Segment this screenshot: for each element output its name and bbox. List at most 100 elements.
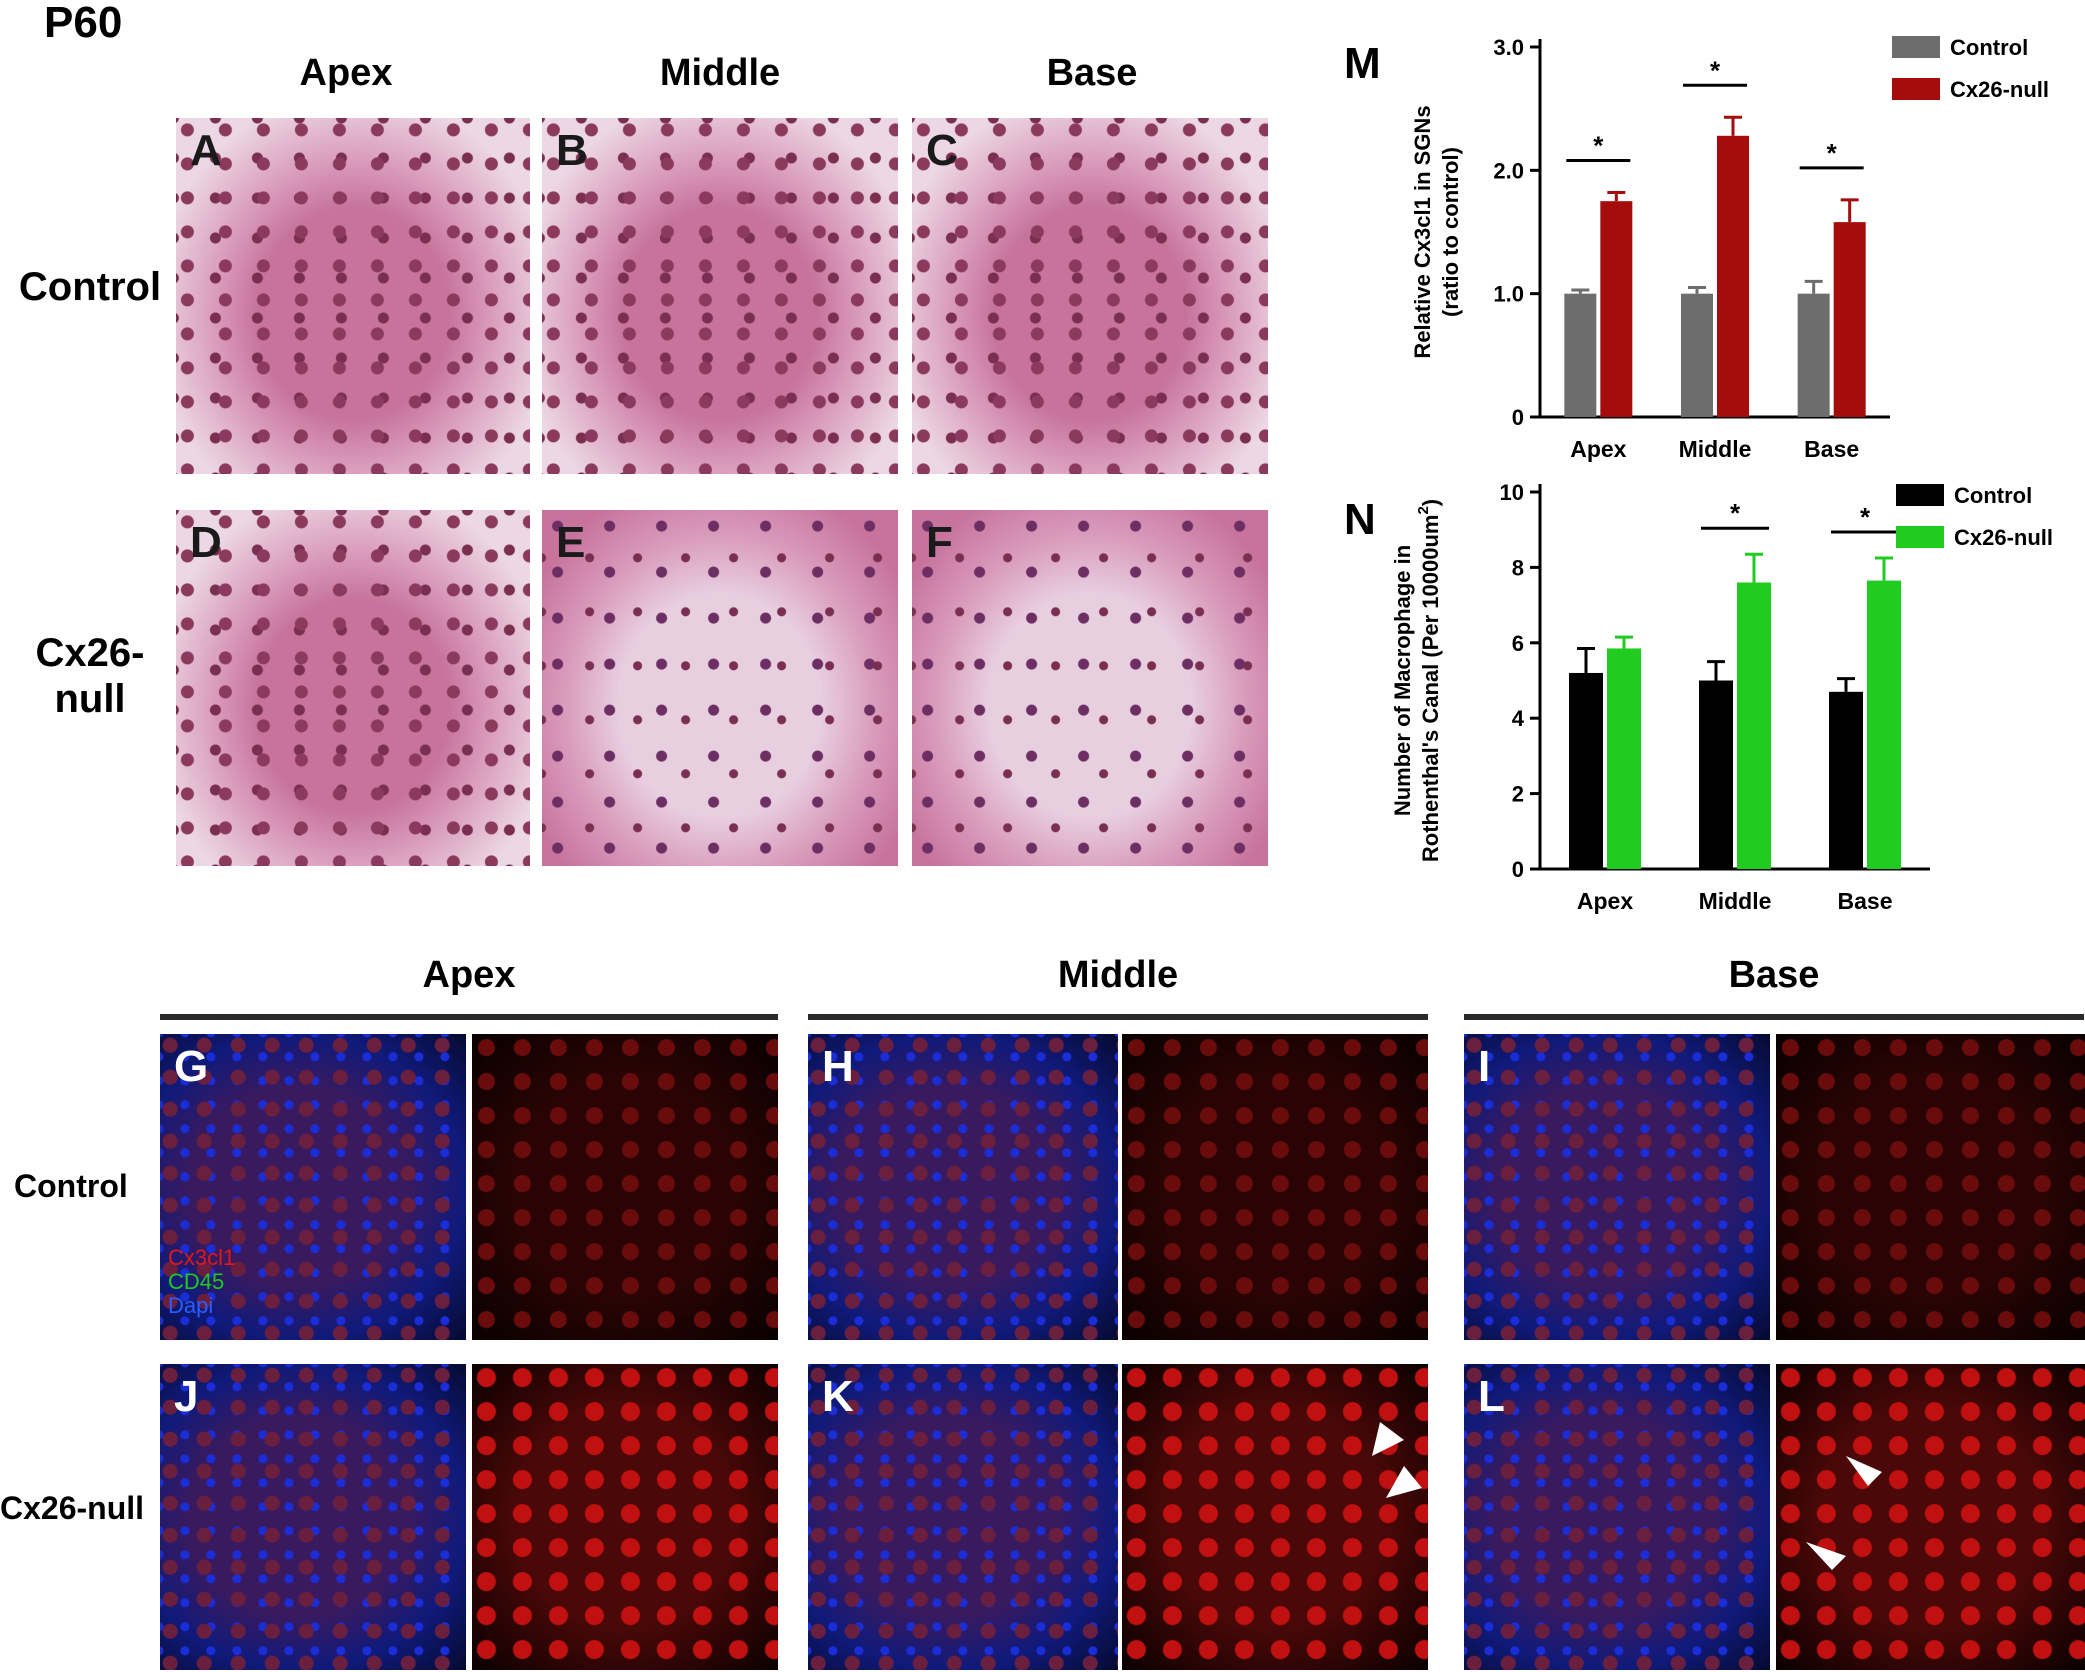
y-axis-label-line: Relative Cx3cl1 in SGNs [1410, 105, 1435, 358]
if-panel-i-red [1776, 1034, 2085, 1340]
y-tick-label: 6 [1512, 631, 1524, 656]
bar [1699, 680, 1733, 869]
y-tick-label: 8 [1512, 555, 1524, 580]
bar [1717, 135, 1749, 418]
significance-star: * [1827, 138, 1838, 168]
legend-swatch [1892, 78, 1940, 100]
he-row-control: Control [18, 265, 162, 309]
if-panel-j-merge: J [160, 1364, 466, 1670]
y-tick-label: 1.0 [1493, 282, 1524, 307]
he-column-apex: Apex [299, 52, 393, 94]
bar [1681, 293, 1713, 417]
panel-letter: F [926, 518, 953, 567]
panel-letter: G [174, 1042, 209, 1091]
y-tick-label: 10 [1500, 480, 1524, 505]
y-tick-label: 2 [1512, 782, 1524, 807]
panel-letter: I [1478, 1042, 1491, 1091]
y-tick-label: 4 [1512, 706, 1525, 731]
legend-swatch [1896, 484, 1944, 506]
x-tick-label: Middle [1699, 888, 1772, 914]
y-tick-label: 0 [1512, 405, 1524, 430]
arrowhead-icon [1372, 1422, 1404, 1456]
y-axis-label-line: Number of Macrophage in [1390, 545, 1415, 816]
y-axis-label-line: Rothenthal's Canal (Per 10000um [1418, 515, 1443, 863]
if-panel-j-red [472, 1364, 778, 1670]
legend-label: Control [1954, 483, 2032, 508]
y-tick-label: 0 [1512, 857, 1524, 882]
bar [1737, 582, 1771, 869]
y-axis-label: Number of Macrophage in Rothenthal's Cana… [1390, 499, 1443, 862]
he-panel-d: D [176, 510, 530, 866]
if-row-control: Control [14, 1168, 128, 1204]
divider-base [1464, 1014, 2084, 1020]
if-panel-k-red [1122, 1364, 1428, 1670]
arrowhead-icon [1846, 1456, 1882, 1486]
he-panel-e: E [542, 510, 898, 866]
if-panel-i-merge: I [1464, 1034, 1770, 1340]
significance-star: * [1730, 498, 1741, 528]
bar [1569, 672, 1603, 869]
he-panel-f: F [912, 510, 1268, 866]
stain-cd45: CD45 [168, 1269, 225, 1295]
y-tick-label: 2.0 [1493, 158, 1524, 183]
if-panel-h-merge: H [808, 1034, 1118, 1340]
legend-swatch [1892, 36, 1940, 58]
age-label: P60 [44, 0, 123, 47]
x-tick-label: Base [1838, 888, 1893, 914]
panel-letter: A [190, 126, 222, 175]
y-axis-label-superscript: 2 [1415, 506, 1432, 514]
if-panel-h-red [1122, 1034, 1428, 1340]
panel-letter: H [822, 1042, 854, 1091]
panel-letter: N [1344, 495, 1376, 544]
he-column-base: Base [1046, 52, 1138, 94]
significance-star: * [1710, 55, 1721, 85]
panel-letter: D [190, 518, 222, 567]
panel-letter: E [556, 518, 586, 567]
y-tick-label: 3.0 [1493, 35, 1524, 60]
panel-letter: L [1478, 1372, 1505, 1421]
legend-label: Cx26-null [1950, 77, 2049, 102]
panel-letter: J [174, 1372, 199, 1421]
y-axis-label-line: (ratio to control) [1438, 147, 1463, 317]
he-row-cx26null: Cx26- null [35, 631, 145, 721]
significance-star: * [1860, 502, 1871, 532]
if-panel-k-merge: K [808, 1364, 1118, 1670]
stain-dapi: Dapi [168, 1293, 214, 1319]
legend-label: Control [1950, 35, 2028, 60]
x-tick-label: Base [1804, 436, 1859, 462]
y-axis-label: Relative Cx3cl1 in SGNs (ratio to control… [1410, 105, 1463, 358]
arrowhead-icon [1806, 1542, 1846, 1570]
if-panel-g-red [472, 1034, 778, 1340]
bar [1833, 222, 1866, 417]
if-panel-g-merge: G Cx3cl1 CD45 Dapi [160, 1034, 466, 1340]
panel-letter: C [926, 126, 958, 175]
if-panel-l-merge: L [1464, 1364, 1770, 1670]
chart-m: M 0 1.0 2.0 3.0 Relative Cx3cl1 in SGNs (ratio… [1344, 35, 2049, 462]
if-panel-l-red [1776, 1364, 2085, 1670]
if-column-apex: Apex [422, 954, 516, 996]
he-panel-b: B [542, 118, 898, 474]
y-axis-label-close: ) [1418, 499, 1443, 506]
if-column-middle: Middle [1057, 954, 1179, 996]
bar [1829, 691, 1863, 869]
chart-n: N 0 2 4 6 8 10 Number of Macrophage in Rothentha… [1344, 480, 2053, 914]
panel-letter: M [1344, 39, 1381, 88]
legend-swatch [1896, 526, 1944, 548]
divider-apex [160, 1014, 778, 1020]
if-column-base: Base [1728, 954, 1820, 996]
bar [1607, 648, 1641, 869]
he-column-middle: Middle [659, 52, 781, 94]
panel-letter: K [822, 1372, 854, 1421]
arrowhead-icon [1386, 1466, 1422, 1498]
he-panel-a: A [176, 118, 530, 474]
legend-label: Cx26-null [1954, 525, 2053, 550]
divider-middle [808, 1014, 1428, 1020]
if-row-cx26null: Cx26-null [0, 1490, 145, 1526]
he-panel-c: C [912, 118, 1268, 474]
x-tick-label: Middle [1679, 436, 1752, 462]
x-tick-label: Apex [1577, 888, 1633, 914]
bar [1797, 293, 1830, 417]
x-tick-label: Apex [1570, 436, 1626, 462]
bar [1867, 580, 1901, 869]
stain-legend: Cx3cl1 CD45 Dapi [168, 1245, 235, 1319]
